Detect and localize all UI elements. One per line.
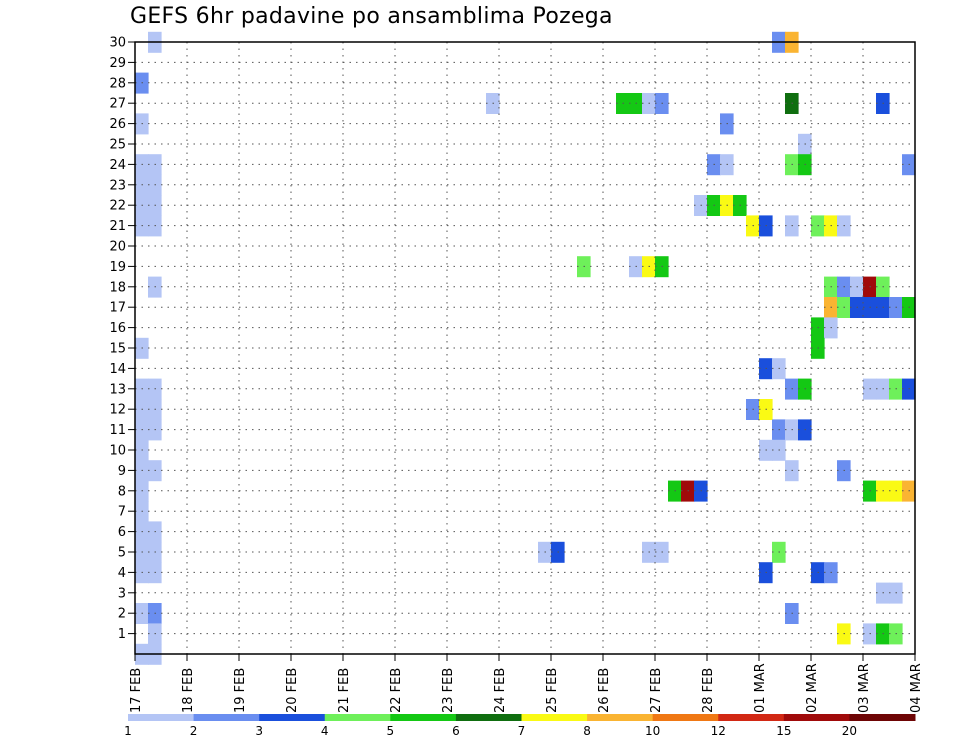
y-tick-label: 30 bbox=[109, 36, 126, 51]
legend-label: 15 bbox=[776, 724, 791, 738]
y-tick-label: 18 bbox=[109, 280, 126, 295]
x-tick-label: 23 FEB bbox=[441, 668, 456, 713]
y-tick-label: 12 bbox=[109, 403, 126, 418]
x-tick-label: 18 FEB bbox=[181, 668, 196, 713]
x-tick-label: 26 FEB bbox=[597, 668, 612, 713]
y-tick-label: 21 bbox=[109, 219, 126, 234]
legend-swatch bbox=[455, 714, 522, 721]
legend-swatch bbox=[652, 714, 719, 721]
legend-label: 20 bbox=[842, 724, 857, 738]
x-tick-label: 04 MAR bbox=[909, 663, 924, 713]
grid-lines bbox=[135, 42, 915, 654]
y-tick-label: 13 bbox=[109, 382, 126, 397]
legend-swatch bbox=[259, 714, 326, 721]
legend-swatch bbox=[128, 714, 195, 721]
y-tick-label: 5 bbox=[118, 546, 126, 561]
x-tick-label: 02 MAR bbox=[805, 663, 820, 713]
y-tick-label: 7 bbox=[118, 505, 126, 520]
y-tick-label: 14 bbox=[109, 362, 126, 377]
legend-label: 2 bbox=[190, 724, 198, 738]
y-tick-label: 29 bbox=[109, 56, 126, 71]
y-tick-label: 9 bbox=[118, 464, 126, 479]
y-tick-label: 27 bbox=[109, 97, 126, 112]
y-axis: 1234567891011121314151617181920212223242… bbox=[109, 36, 135, 642]
x-tick-label: 24 FEB bbox=[493, 668, 508, 713]
legend-label: 6 bbox=[452, 724, 460, 738]
legend-swatch bbox=[193, 714, 260, 721]
legend-label: 4 bbox=[321, 724, 329, 738]
legend-swatch bbox=[521, 714, 588, 721]
legend-label: 3 bbox=[255, 724, 263, 738]
legend-label: 10 bbox=[645, 724, 660, 738]
x-tick-label: 21 FEB bbox=[337, 668, 352, 713]
x-tick-label: 01 MAR bbox=[753, 663, 768, 713]
x-tick-label: 27 FEB bbox=[649, 668, 664, 713]
y-tick-label: 4 bbox=[118, 566, 126, 581]
y-tick-label: 28 bbox=[109, 76, 126, 91]
y-tick-label: 23 bbox=[109, 178, 126, 193]
legend-swatch bbox=[390, 714, 457, 721]
y-tick-label: 11 bbox=[109, 423, 126, 438]
x-tick-label: 22 FEB bbox=[389, 668, 404, 713]
y-tick-label: 17 bbox=[109, 301, 126, 316]
y-tick-label: 19 bbox=[109, 260, 126, 275]
y-tick-label: 22 bbox=[109, 199, 126, 214]
legend-label: 5 bbox=[387, 724, 395, 738]
x-axis: 17 FEB 18 FEB 19 FEB 20 FEB 21 FEB 22 FEB 23 F… bbox=[129, 654, 924, 713]
y-tick-label: 10 bbox=[109, 444, 126, 459]
y-tick-label: 2 bbox=[118, 607, 126, 622]
legend-swatch bbox=[587, 714, 654, 721]
x-tick-label: 25 FEB bbox=[545, 668, 560, 713]
legend-swatch bbox=[718, 714, 785, 721]
y-tick-label: 8 bbox=[118, 484, 126, 499]
legend-label: 7 bbox=[518, 724, 526, 738]
chart-title: GEFS 6hr padavine po ansamblima Pozega bbox=[130, 4, 613, 29]
x-tick-label: 17 FEB bbox=[129, 668, 144, 713]
legend-swatch bbox=[324, 714, 391, 721]
y-tick-label: 1 bbox=[118, 627, 126, 642]
legend-label: 8 bbox=[583, 724, 591, 738]
legend-label: 1 bbox=[124, 724, 132, 738]
x-tick-label: 28 FEB bbox=[701, 668, 716, 713]
legend-label: 12 bbox=[711, 724, 726, 738]
y-tick-label: 3 bbox=[118, 586, 126, 601]
x-tick-label: 19 FEB bbox=[233, 668, 248, 713]
y-tick-label: 20 bbox=[109, 240, 126, 255]
x-tick-label: 20 FEB bbox=[285, 668, 300, 713]
legend-swatch bbox=[849, 714, 916, 721]
y-tick-label: 16 bbox=[109, 321, 126, 336]
y-tick-label: 25 bbox=[109, 138, 126, 153]
legend-swatch bbox=[783, 714, 850, 721]
color-legend: 1 2 3 4 5 6 7 8 10 12 15 20 bbox=[124, 714, 916, 738]
y-tick-label: 26 bbox=[109, 117, 126, 132]
y-tick-label: 24 bbox=[109, 158, 126, 173]
y-tick-label: 15 bbox=[109, 342, 126, 357]
x-tick-label: 03 MAR bbox=[857, 663, 872, 713]
y-tick-label: 6 bbox=[118, 525, 126, 540]
